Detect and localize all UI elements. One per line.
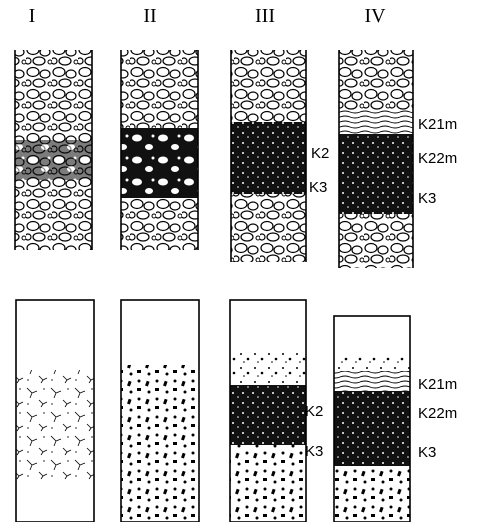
lower-profiles: K2 K3 K21m K22m K3	[15, 299, 457, 522]
profile-fill	[339, 110, 413, 134]
column-headers: I II III IV	[29, 5, 386, 27]
profile-fill	[334, 391, 410, 466]
profile-edge	[15, 299, 95, 522]
profile-edge	[120, 299, 200, 522]
profile-fill	[339, 134, 413, 214]
column-label: III	[255, 5, 275, 27]
profile-fill	[121, 300, 199, 365]
horizon-label: K22m	[418, 150, 457, 167]
column-label: I	[29, 5, 36, 27]
profile-fill	[15, 140, 92, 180]
profile-fill	[334, 356, 410, 371]
upper-profiles: K2 K3 K21m K22m K3	[14, 50, 457, 268]
horizon-label: K2	[305, 403, 323, 420]
horizon-label: K21m	[418, 376, 457, 393]
profile-fill	[16, 370, 94, 480]
horizon-label: K22m	[418, 405, 457, 422]
column-label: II	[143, 5, 156, 27]
horizon-label: K3	[418, 190, 436, 207]
profile-fill	[121, 128, 198, 198]
column-label: IV	[364, 5, 386, 27]
profile-fill	[334, 316, 410, 356]
horizon-label: K3	[305, 443, 323, 460]
profile-fill	[231, 122, 306, 194]
profile-edge	[333, 315, 411, 522]
profile-fill	[230, 350, 306, 385]
profile-edge	[229, 299, 307, 522]
horizon-label: K3	[309, 179, 327, 196]
profile-fill	[230, 300, 306, 350]
profile-fill	[230, 385, 306, 445]
horizon-label: K3	[418, 444, 436, 461]
profile-fill	[334, 371, 410, 391]
horizon-label: K21m	[418, 116, 457, 133]
horizon-label: K2	[311, 145, 329, 162]
